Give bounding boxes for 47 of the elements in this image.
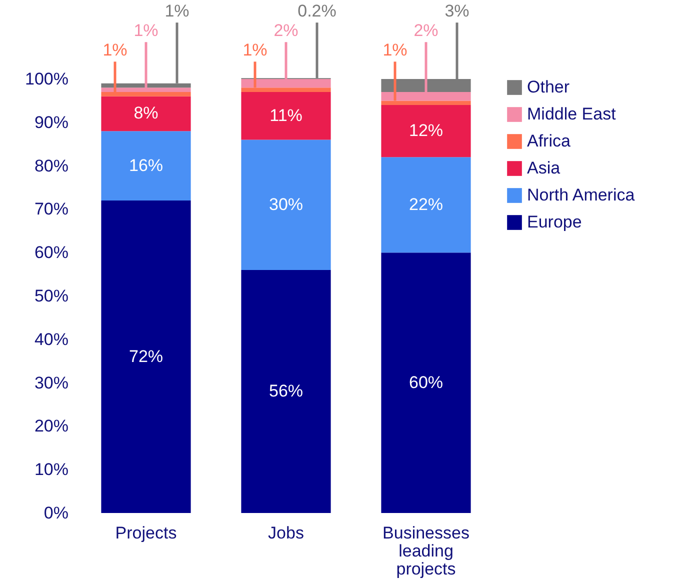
data-label: 72% xyxy=(128,346,164,366)
bar xyxy=(381,157,471,253)
data-label: 1% xyxy=(382,40,408,60)
data-label: 30% xyxy=(268,194,304,214)
legend-label: Other xyxy=(527,78,570,96)
data-label: 1% xyxy=(134,21,158,40)
data-label: 22% xyxy=(408,194,444,214)
data-label: 11% xyxy=(270,106,302,125)
y-tick-label: 30% xyxy=(34,373,68,392)
y-tick-label: 70% xyxy=(34,200,68,219)
x-tick-label: Businesses leading projects xyxy=(382,524,470,578)
y-tick-label: 10% xyxy=(34,460,68,480)
y-tick-label: 20% xyxy=(34,416,68,436)
data-label: 16% xyxy=(128,156,164,175)
data-label: 56% xyxy=(268,381,304,400)
y-tick-label: 50% xyxy=(34,286,68,306)
data-label: 3% xyxy=(444,2,470,21)
x-tick-label: Projects xyxy=(115,524,177,542)
data-label: 1% xyxy=(242,40,268,60)
x-tick-label: Jobs xyxy=(268,524,304,542)
data-label: 1% xyxy=(102,40,128,60)
legend-label: Africa xyxy=(527,132,571,150)
data-label: 2% xyxy=(414,21,438,40)
data-label: 0.2% xyxy=(298,2,336,21)
legend-label: Europe xyxy=(527,212,582,232)
bar xyxy=(241,140,331,270)
bar xyxy=(241,92,331,140)
bar xyxy=(101,96,191,132)
bar xyxy=(241,270,331,513)
bar xyxy=(101,131,191,201)
y-tick-label: 40% xyxy=(34,330,68,349)
legend-label: North America xyxy=(527,186,636,204)
data-label: 2% xyxy=(274,21,298,40)
y-tick-label: 100% xyxy=(25,70,68,88)
data-label: 60% xyxy=(408,372,444,392)
data-label: 12% xyxy=(408,121,444,140)
y-tick-label: 90% xyxy=(34,112,68,132)
legend-label: Middle East xyxy=(527,104,616,124)
data-label: 8% xyxy=(134,104,158,123)
bar xyxy=(381,252,471,513)
legend-label: Asia xyxy=(527,158,561,178)
y-tick-label: 80% xyxy=(34,156,68,176)
data-label: 1% xyxy=(164,2,190,21)
y-tick-label: 60% xyxy=(34,243,68,262)
bar xyxy=(381,105,471,158)
y-tick-label: 0% xyxy=(44,504,68,522)
bar xyxy=(101,200,191,513)
